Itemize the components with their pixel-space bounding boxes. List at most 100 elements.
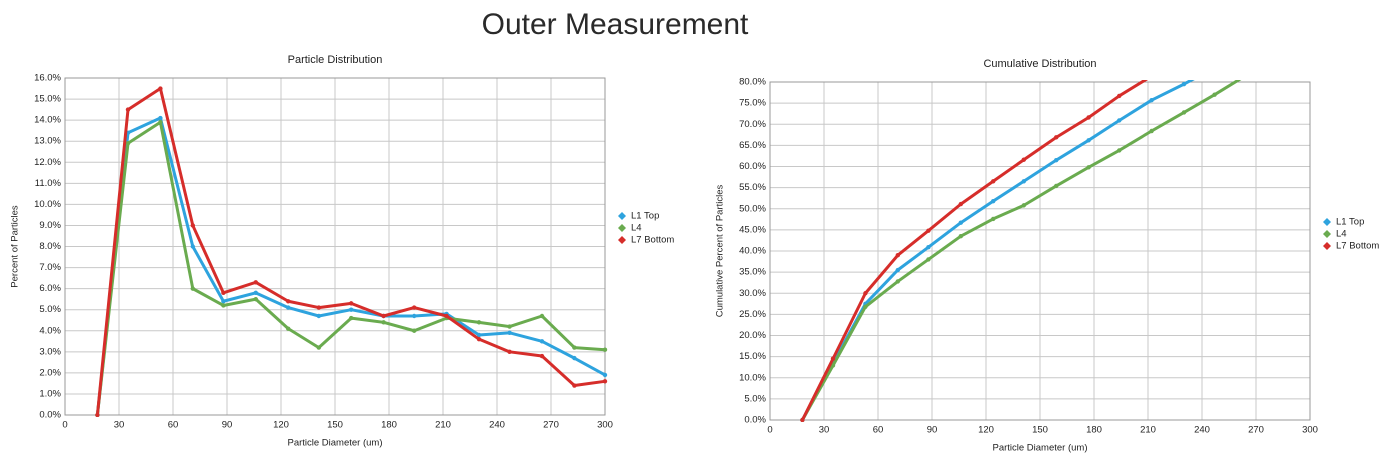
y-tick-label: 14.0% [34, 115, 61, 126]
data-point [1054, 135, 1059, 140]
data-point [572, 355, 577, 361]
y-tick-label: 40.0% [739, 246, 766, 257]
data-point [1117, 148, 1122, 153]
plot-area [95, 86, 608, 417]
data-point [381, 313, 386, 319]
data-point [1308, 31, 1312, 35]
data-point [926, 257, 931, 262]
data-point [158, 115, 163, 121]
data-point [221, 303, 226, 308]
data-point [1117, 118, 1122, 123]
data-point [1245, 73, 1249, 77]
data-point [572, 383, 577, 388]
x-tick-label: 30 [819, 425, 830, 436]
data-point [1182, 59, 1186, 63]
x-tick-label: 150 [327, 420, 343, 431]
data-point [991, 198, 996, 204]
data-point [1086, 165, 1091, 170]
y-tick-label: 0.0% [39, 410, 61, 421]
data-point [507, 324, 512, 329]
data-point [958, 201, 963, 207]
x-tick-label: 240 [489, 420, 505, 431]
y-tick-label: 15.0% [34, 94, 61, 105]
x-tick-label: 120 [273, 420, 289, 431]
data-point [830, 363, 836, 368]
data-point [412, 305, 417, 310]
data-point [1245, 51, 1249, 55]
y-tick-label: 7.0% [39, 262, 61, 273]
x-tick-label: 90 [222, 420, 233, 431]
data-point [221, 299, 226, 304]
data-point [1021, 179, 1026, 184]
x-tick-label: 150 [1032, 425, 1048, 436]
data-point [253, 280, 258, 285]
x-tick-label: 60 [168, 420, 179, 431]
x-tick-label: 270 [543, 420, 559, 431]
y-tick-label: 20.0% [739, 330, 766, 341]
data-point [572, 345, 577, 350]
x-tick-label: 240 [1194, 425, 1210, 436]
legend-label: L4 [631, 223, 642, 234]
data-point [1054, 157, 1059, 163]
data-point [412, 313, 417, 319]
plot-area [800, 21, 1312, 422]
x-tick-label: 180 [381, 420, 397, 431]
x-tick-label: 210 [435, 420, 451, 431]
legend-marker [1323, 230, 1331, 238]
data-point [863, 304, 868, 309]
data-point [316, 305, 321, 310]
data-point [1021, 157, 1026, 162]
y-tick-label: 70.0% [739, 119, 766, 130]
data-point [539, 353, 545, 359]
y-tick-label: 50.0% [739, 203, 766, 214]
data-point [926, 244, 931, 250]
x-tick-label: 90 [927, 425, 938, 436]
data-point [800, 417, 805, 422]
data-point [476, 336, 482, 342]
data-point [1212, 46, 1216, 50]
x-tick-label: 300 [1302, 425, 1318, 436]
data-point [316, 313, 321, 319]
data-point [991, 216, 996, 222]
data-point [125, 141, 131, 146]
data-point [1117, 93, 1122, 99]
data-point [926, 228, 931, 233]
data-point [539, 339, 545, 344]
legend-label: L1 Top [631, 211, 659, 222]
y-tick-label: 0.0% [744, 415, 766, 426]
data-point [991, 179, 996, 184]
y-tick-label: 1.0% [39, 388, 61, 399]
legend-marker [618, 212, 626, 220]
data-point [895, 279, 900, 284]
data-point [1086, 115, 1091, 120]
data-point [1181, 110, 1187, 115]
x-tick-label: 180 [1086, 425, 1102, 436]
legend-marker [1323, 242, 1331, 250]
x-axis-label: Particle Diameter (um) [992, 443, 1087, 454]
y-tick-label: 8.0% [39, 241, 61, 252]
plot-frame [769, 81, 1311, 421]
data-point [1212, 65, 1216, 69]
data-point [1054, 183, 1059, 189]
y-tick-label: 65.0% [739, 140, 766, 151]
data-point [286, 299, 291, 304]
y-tick-label: 13.0% [34, 136, 61, 147]
data-point [1308, 21, 1312, 25]
y-tick-label: 2.0% [39, 367, 61, 378]
series-line [95, 87, 606, 416]
legend-marker [618, 236, 626, 244]
data-point [1245, 34, 1249, 38]
data-point [158, 120, 163, 125]
series-line [801, 80, 1242, 421]
data-point [190, 223, 195, 228]
data-point [381, 320, 386, 325]
legend-label: L1 Top [1336, 217, 1364, 228]
y-axis-label: Percent of Particles [10, 205, 21, 288]
data-point [476, 320, 482, 325]
data-point [476, 332, 482, 338]
data-point [830, 356, 836, 361]
y-tick-label: 45.0% [739, 224, 766, 235]
y-tick-label: 80.0% [739, 77, 766, 88]
x-tick-label: 0 [767, 425, 772, 436]
